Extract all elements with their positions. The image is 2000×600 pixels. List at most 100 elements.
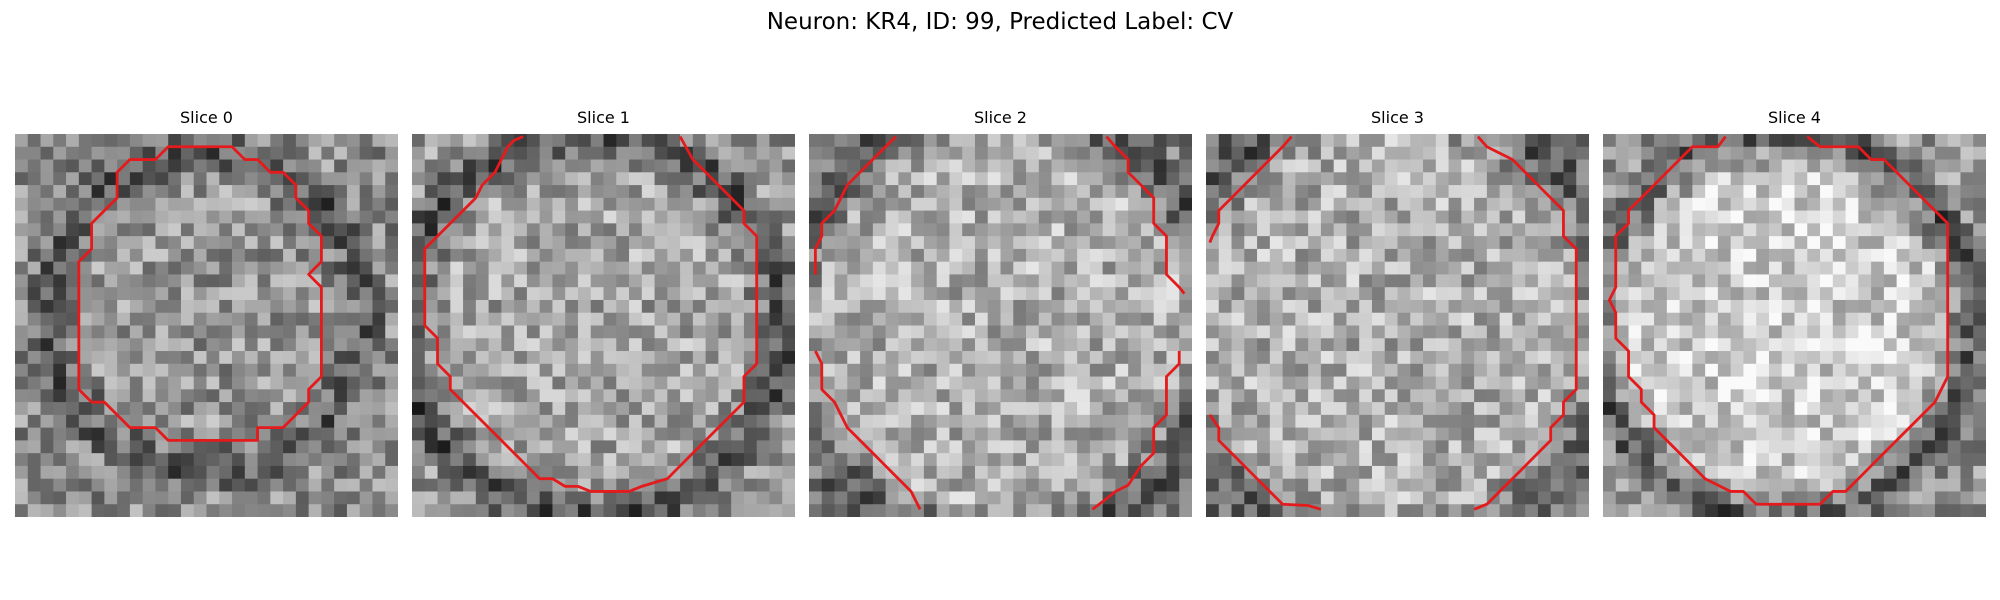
pixel (1832, 402, 1846, 416)
pixel (104, 338, 118, 352)
pixel (782, 363, 795, 377)
pixel (308, 504, 322, 517)
pixel (53, 248, 67, 263)
pixel (1115, 363, 1129, 377)
pixel (1603, 274, 1617, 288)
pixel (1461, 248, 1475, 263)
pixel (1179, 491, 1192, 505)
pixel (1679, 351, 1693, 365)
pixel (936, 223, 950, 237)
pixel (359, 312, 373, 326)
pixel (1871, 325, 1885, 339)
pixel (514, 312, 528, 326)
pixel (1499, 363, 1513, 377)
pixel (1781, 159, 1795, 173)
pixel (385, 491, 398, 505)
pixel (1820, 376, 1834, 390)
pixel (1743, 185, 1757, 199)
pixel (283, 261, 297, 275)
pixel (1128, 261, 1142, 275)
pixel (501, 172, 515, 186)
pixel (769, 210, 783, 224)
pixel (308, 236, 322, 250)
pixel (308, 402, 322, 416)
pixel (142, 465, 156, 480)
pixel (872, 223, 886, 237)
pixel (1486, 159, 1501, 173)
pixel (821, 312, 835, 326)
pixel (1153, 478, 1167, 492)
pixel (1909, 223, 1923, 237)
pixel (346, 338, 361, 352)
pixel (1960, 363, 1974, 377)
pixel (180, 248, 195, 263)
pixel (974, 261, 989, 275)
pixel (1794, 389, 1808, 403)
pixel (1371, 453, 1386, 467)
pixel (1871, 440, 1885, 454)
pixel (1666, 299, 1680, 314)
pixel (1410, 274, 1424, 288)
pixel (1257, 427, 1271, 441)
pixel (359, 236, 373, 250)
pixel (40, 159, 54, 173)
pixel (667, 185, 681, 199)
pixel (117, 261, 131, 275)
pixel (1038, 236, 1052, 250)
slice-pixels (809, 134, 1192, 517)
pixel (1525, 376, 1539, 390)
pixel (1295, 491, 1309, 505)
pixel (257, 261, 271, 275)
pixel (232, 351, 246, 365)
pixel (654, 453, 668, 467)
pixel (372, 248, 386, 263)
pixel (834, 402, 848, 416)
pixel (15, 376, 29, 390)
pixel (1333, 236, 1347, 250)
pixel (1218, 351, 1232, 365)
pixel (117, 287, 131, 301)
pixel (66, 236, 80, 250)
pixel (1333, 325, 1347, 339)
pixel (1756, 146, 1770, 160)
pixel (27, 478, 41, 492)
pixel (1730, 197, 1744, 211)
pixel (718, 325, 732, 339)
pixel (743, 287, 758, 301)
pixel (1000, 261, 1014, 275)
pixel (1064, 478, 1078, 492)
pixel (475, 338, 489, 352)
pixel (756, 427, 770, 441)
pixel (437, 453, 451, 467)
pixel (257, 427, 271, 441)
pixel (590, 453, 604, 467)
pixel (1295, 453, 1309, 467)
pixel (142, 159, 156, 173)
pixel (1333, 146, 1347, 160)
pixel (308, 363, 322, 377)
pixel (590, 261, 604, 275)
pixel (321, 427, 335, 441)
pixel (1641, 274, 1655, 288)
pixel (372, 389, 386, 403)
pixel (1730, 248, 1744, 263)
pixel (1435, 440, 1449, 454)
pixel (117, 363, 131, 377)
pixel (1883, 389, 1898, 403)
pixel (565, 312, 579, 326)
pixel (1858, 338, 1872, 352)
pixel (1705, 261, 1719, 275)
pixel (193, 146, 207, 160)
pixel (1257, 236, 1271, 250)
pixel (1537, 325, 1552, 339)
pixel (809, 146, 823, 160)
pixel (372, 491, 386, 505)
pixel (1781, 134, 1795, 148)
pixel (180, 453, 195, 467)
pixel (488, 287, 502, 301)
pixel (1525, 197, 1539, 211)
pixel (1717, 274, 1732, 288)
pixel (705, 465, 719, 480)
pixel (1423, 261, 1437, 275)
pixel (1794, 427, 1808, 441)
